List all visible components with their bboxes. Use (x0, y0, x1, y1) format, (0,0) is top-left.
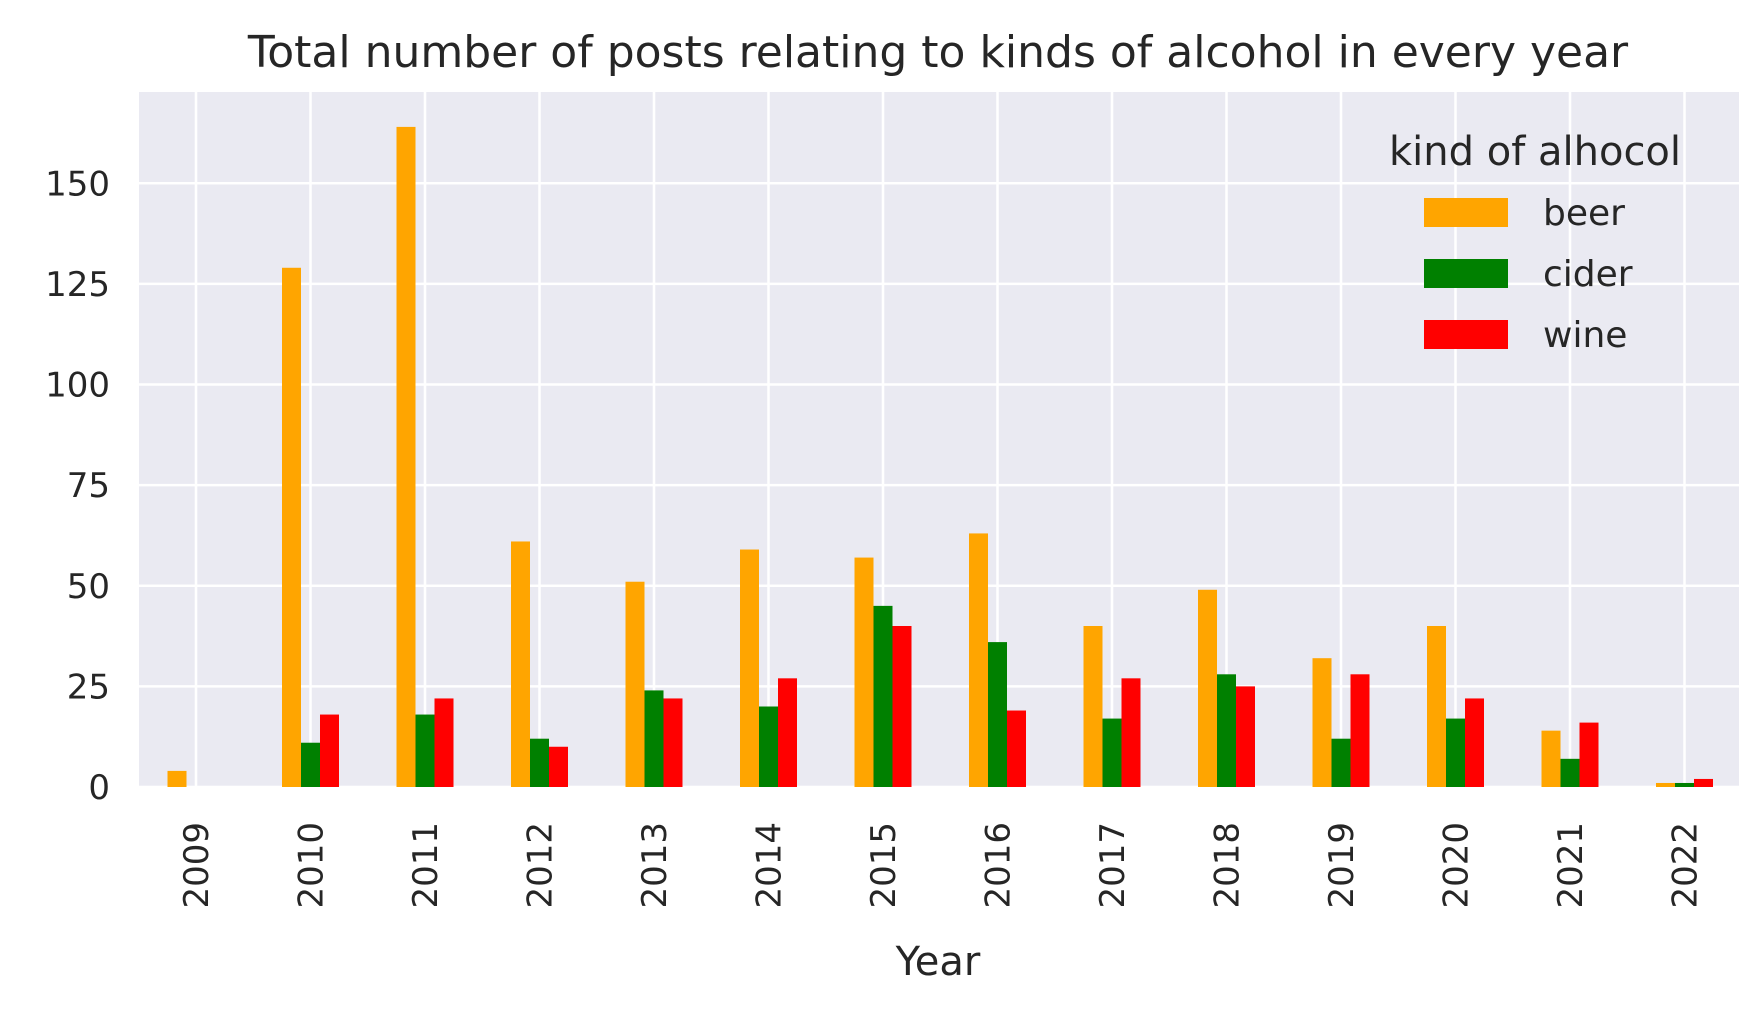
legend-swatch-wine (1424, 320, 1508, 349)
bar-wine-2016 (1007, 710, 1026, 787)
bar-cider-2016 (988, 642, 1007, 787)
bar-cider-2019 (1331, 738, 1351, 787)
bars (167, 126, 1713, 787)
bar-cider-2020 (1446, 718, 1465, 787)
bar-wine-2022 (1694, 778, 1713, 787)
legend-title: kind of alhocol (1389, 129, 1681, 175)
bar-cider-2013 (644, 690, 664, 787)
bar-cider-2017 (1102, 718, 1122, 787)
bar-beer-2011 (396, 126, 416, 787)
bar-cider-2012 (530, 738, 549, 787)
bar-beer-2017 (1083, 626, 1103, 787)
x-tick-label: 2012 (521, 822, 561, 909)
chart-title: Total number of posts relating to kinds … (247, 27, 1629, 78)
legend-swatch-beer (1424, 198, 1508, 227)
bar-wine-2015 (892, 626, 912, 787)
x-tick-label: 2016 (979, 822, 1019, 909)
bar-beer-2014 (740, 549, 759, 787)
bar-wine-2017 (1121, 678, 1141, 787)
x-tick-label: 2015 (864, 822, 904, 909)
legend-label-cider: cider (1543, 254, 1633, 295)
legend-swatch-cider (1424, 259, 1508, 288)
x-axis-label: Year (895, 939, 981, 985)
bar-beer-2018 (1198, 589, 1217, 787)
y-tick-label: 75 (67, 466, 110, 506)
legend-label-wine: wine (1543, 315, 1627, 356)
bar-beer-2022 (1656, 782, 1675, 787)
bar-beer-2009 (167, 770, 187, 787)
bar-wine-2020 (1465, 698, 1484, 787)
y-tick-label: 125 (45, 265, 110, 305)
y-axis-ticks: 0 25 50 75 100 125 150 (45, 164, 110, 808)
bar-wine-2013 (663, 698, 683, 787)
x-tick-label: 2018 (1208, 822, 1248, 909)
bar-wine-2019 (1350, 674, 1370, 787)
bar-beer-2012 (511, 541, 530, 787)
x-tick-label: 2014 (750, 822, 790, 909)
x-tick-label: 2011 (406, 822, 446, 909)
bar-cider-2015 (873, 605, 893, 787)
legend-label-beer: beer (1543, 193, 1625, 234)
x-tick-label: 2009 (177, 822, 217, 909)
x-axis-ticks: 2009 2010 2011 2012 2013 2014 2015 2016 2017 2018… (177, 822, 1706, 909)
bar-wine-2021 (1579, 722, 1599, 787)
bar-beer-2019 (1312, 658, 1332, 787)
bar-cider-2021 (1560, 758, 1580, 787)
x-tick-label: 2022 (1666, 822, 1706, 909)
y-tick-label: 150 (45, 164, 110, 204)
bar-wine-2018 (1236, 686, 1255, 787)
x-tick-label: 2013 (635, 822, 675, 909)
bar-wine-2010 (320, 714, 339, 787)
plot-area (139, 92, 1739, 787)
x-tick-label: 2019 (1322, 822, 1362, 909)
bar-wine-2014 (778, 678, 797, 787)
x-tick-label: 2021 (1551, 822, 1591, 909)
x-tick-label: 2020 (1437, 822, 1477, 909)
bar-cider-2014 (759, 706, 778, 787)
bar-beer-2015 (854, 557, 874, 787)
bar-beer-2010 (282, 267, 301, 787)
bar-cider-2022 (1675, 782, 1694, 787)
bar-cider-2018 (1217, 674, 1236, 787)
bar-wine-2011 (434, 698, 454, 787)
x-tick-label: 2017 (1093, 822, 1133, 909)
legend: kind of alhocol beer cider wine (1389, 129, 1681, 356)
bar-beer-2021 (1541, 730, 1561, 787)
bar-cider-2010 (301, 742, 320, 787)
y-tick-label: 0 (88, 768, 110, 808)
bar-cider-2011 (415, 714, 435, 787)
y-tick-label: 50 (67, 567, 110, 607)
x-tick-label: 2010 (292, 822, 332, 909)
bar-beer-2016 (969, 533, 988, 787)
bar-beer-2013 (625, 581, 645, 787)
bar-wine-2012 (549, 746, 568, 787)
y-tick-label: 25 (67, 667, 110, 707)
bar-beer-2020 (1427, 626, 1446, 787)
y-tick-label: 100 (45, 366, 110, 406)
